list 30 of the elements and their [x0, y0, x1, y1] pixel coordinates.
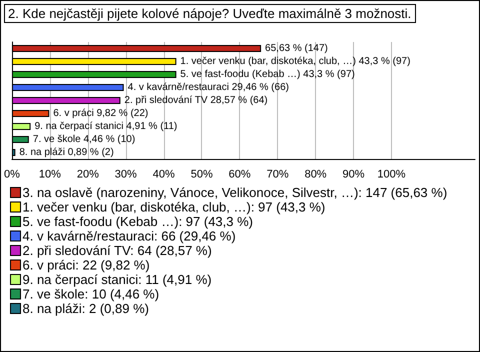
legend-label: 1. večer venku (bar, diskotéka, club, …): 97 (43,3 %): [22, 200, 326, 214]
x-tick-label: 60%: [228, 168, 251, 180]
x-tick-label: 10%: [38, 168, 62, 180]
data-label: 8. na pláži 0,89 % (2): [19, 147, 114, 158]
data-label: 6. v práci 9,82 % (22): [53, 108, 148, 119]
legend-label: 9. na čerpací stanici: 11 (4,91 %): [22, 272, 212, 287]
data-label: 2. při sledování TV 28,57 % (64): [124, 95, 268, 106]
data-label: 7. ve škole 4,46 % (10): [32, 134, 136, 145]
x-tick-label: 70%: [266, 168, 289, 180]
legend-label: 3. na oslavě (narozeniny, Vánoce, Velikonoce, Silvestr, …): 147 (65,63 %): [22, 185, 448, 200]
x-tick-label: 40%: [152, 168, 175, 180]
x-tick-label: 90%: [342, 168, 365, 180]
x-tick-label: 50%: [190, 168, 213, 180]
data-label: 1. večer venku (bar, diskotéka, club, …) 43,3 % (97): [180, 56, 410, 67]
legend-label: 6. v práci: 22 (9,82 %): [22, 258, 150, 272]
data-label: 4. v kavárně/restauraci 29,46 % (66): [128, 82, 289, 93]
chart-title: 2. Kde nejčastěji pijete kolové nápoje? Uveďte maximálně 3 možnosti.: [8, 6, 412, 21]
legend-label: 8. na pláži: 2 (0,89 %): [22, 301, 149, 316]
x-tick-label: 20%: [76, 168, 100, 180]
legend-label: 7. ve škole: 10 (4,46 %): [22, 286, 160, 302]
data-label: 5. ve fast-foodu (Kebab …) 43,3 % (97): [180, 69, 355, 80]
legend-label: 2. při sledování TV: 64 (28,57 %): [22, 243, 212, 258]
data-label: 9. na čerpací stanici 4,91 % (11): [34, 121, 178, 132]
x-tick-label: 30%: [114, 168, 138, 180]
x-tick-label: 80%: [304, 168, 327, 180]
legend-label: 5. ve fast-foodu (Kebab …): 97 (43,3 %): [22, 214, 254, 229]
legend-label: 4. v kavárně/restauraci: 66 (29,46 %): [22, 228, 236, 244]
x-tick-label: 0%: [4, 168, 20, 180]
x-tick-label: 100%: [377, 168, 406, 180]
data-label: 65,63 % (147): [265, 43, 328, 54]
